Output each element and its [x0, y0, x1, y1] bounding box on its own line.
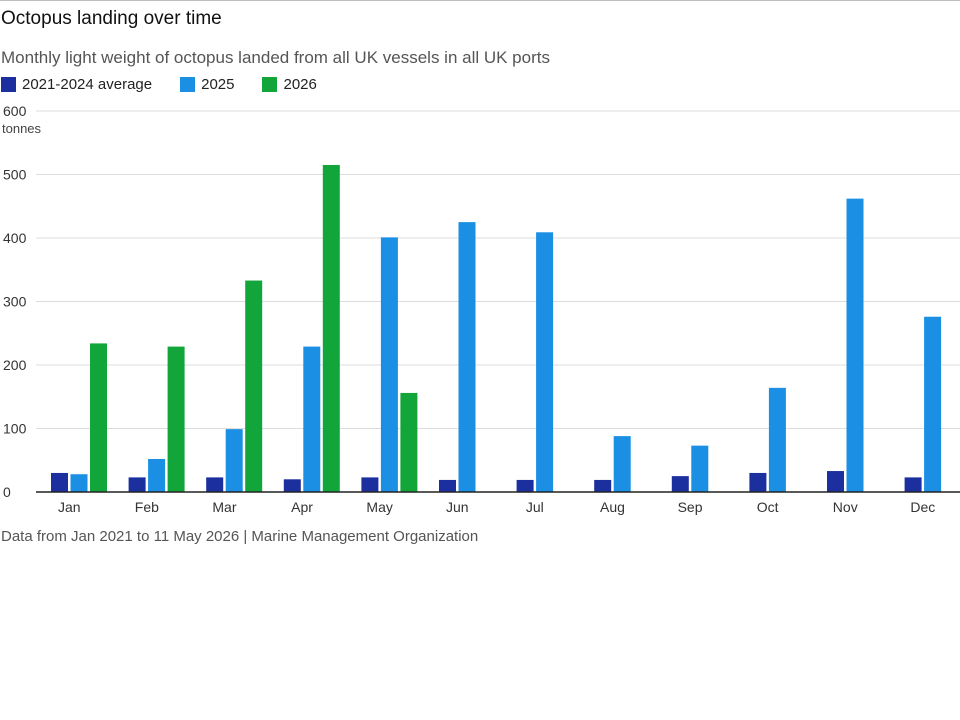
x-tick-label-may: May	[366, 499, 392, 515]
bar-may-2026	[400, 392, 418, 492]
bar-sep-2021-2024-average	[671, 476, 689, 492]
bars	[51, 164, 942, 492]
bar-oct-2025	[768, 387, 786, 492]
x-tick-label-jul: Jul	[526, 499, 544, 515]
legend-swatch-average	[1, 77, 16, 92]
bar-feb-2026	[167, 346, 185, 492]
x-tick-label-jan: Jan	[58, 499, 81, 515]
x-tick-label-aug: Aug	[600, 499, 625, 515]
bar-jul-2021-2024-average	[516, 479, 534, 492]
bar-jun-2025	[458, 222, 476, 492]
bar-dec-2025	[924, 316, 942, 492]
x-tick-label-dec: Dec	[910, 499, 935, 515]
bar-sep-2025	[691, 445, 709, 492]
y-tick-label-300: 300	[3, 294, 27, 310]
x-tick-label-nov: Nov	[833, 499, 858, 515]
y-tick-label-600: 600	[3, 103, 27, 119]
bar-aug-2025	[613, 436, 631, 492]
legend-swatch-2025	[180, 77, 196, 92]
legend-label-2026: 2026	[283, 76, 317, 93]
bar-feb-2021-2024-average	[128, 477, 146, 492]
x-tick-label-oct: Oct	[757, 499, 779, 515]
x-tick-label-sep: Sep	[678, 499, 703, 515]
bar-jan-2025	[70, 474, 88, 492]
bar-mar-2025	[225, 429, 243, 492]
x-tick-label-apr: Apr	[291, 499, 313, 515]
bar-dec-2021-2024-average	[904, 477, 922, 492]
bar-mar-2021-2024-average	[206, 477, 224, 492]
legend-swatch-2026	[262, 77, 278, 92]
bar-aug-2021-2024-average	[594, 479, 612, 492]
legend-item-average: 2021-2024 average	[1, 76, 152, 93]
legend-item-2026: 2026	[262, 76, 317, 93]
legend-label-2025: 2025	[201, 76, 235, 93]
chart-title: Octopus landing over time	[1, 8, 222, 29]
y-tick-label-100: 100	[3, 421, 27, 437]
y-axis-unit-label: tonnes	[2, 121, 42, 136]
x-tick-label-mar: Mar	[212, 499, 236, 515]
y-tick-label-500: 500	[3, 167, 27, 183]
bar-nov-2025	[846, 198, 864, 492]
chart-subtitle: Monthly light weight of octopus landed f…	[1, 48, 550, 67]
bar-jan-2021-2024-average	[51, 472, 68, 492]
y-axis-ticks: 0 100 200 300 400 500 600	[3, 103, 27, 500]
legend: 2021-2024 average 2025 2026	[1, 76, 345, 93]
bar-nov-2021-2024-average	[827, 471, 844, 492]
y-tick-label-200: 200	[3, 357, 27, 373]
bar-oct-2021-2024-average	[749, 472, 767, 492]
bar-may-2025	[380, 237, 398, 492]
bar-may-2021-2024-average	[361, 477, 379, 492]
x-axis-ticks: Jan Feb Mar Apr May Jun Jul Aug Sep Oct Nov Dec	[58, 499, 935, 515]
bar-mar-2026	[245, 280, 263, 492]
bar-apr-2025	[303, 346, 321, 492]
source-note: Data from Jan 2021 to 11 May 2026 | Mari…	[1, 528, 479, 545]
x-tick-label-jun: Jun	[446, 499, 469, 515]
legend-item-2025: 2025	[180, 76, 234, 93]
bar-feb-2025	[148, 458, 166, 492]
bar-jan-2026	[90, 343, 107, 492]
bar-jul-2025	[536, 232, 554, 492]
bar-apr-2021-2024-average	[283, 479, 301, 492]
bar-jun-2021-2024-average	[439, 479, 456, 492]
bar-chart: 0 100 200 300 400 500 600 tonnes Jan Feb Mar Apr M…	[2, 103, 960, 515]
gridlines	[36, 110, 960, 429]
y-tick-label-0: 0	[3, 484, 11, 500]
bar-apr-2026	[322, 164, 340, 492]
top-rule	[0, 0, 960, 1]
y-tick-label-400: 400	[3, 230, 27, 246]
x-tick-label-feb: Feb	[135, 499, 159, 515]
legend-label-average: 2021-2024 average	[22, 76, 153, 93]
